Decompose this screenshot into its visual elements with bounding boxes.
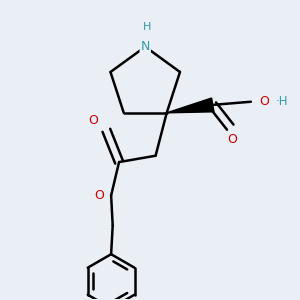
Text: O: O (94, 189, 104, 202)
Text: N: N (140, 40, 150, 53)
Text: O: O (89, 114, 99, 127)
Text: H: H (142, 22, 151, 32)
Text: O: O (227, 133, 237, 146)
Text: ·H: ·H (276, 95, 288, 108)
Text: O: O (259, 95, 269, 108)
Polygon shape (167, 98, 214, 113)
